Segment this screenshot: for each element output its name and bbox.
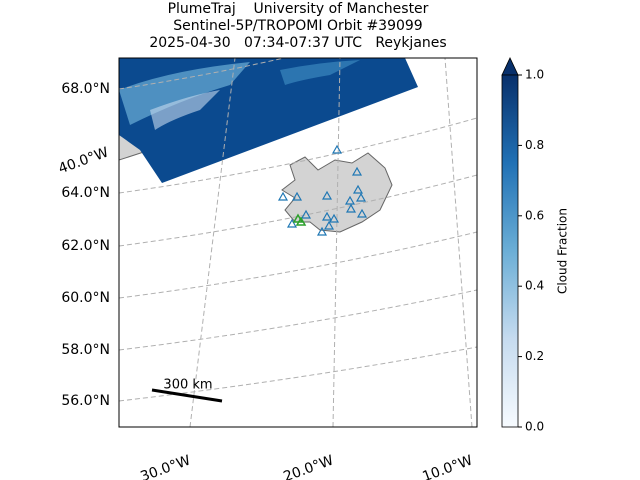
colorbar-tick-label: 0.0 [525, 420, 544, 434]
scale-label: 300 km [163, 378, 212, 393]
lat-label: 68.0°N [61, 81, 110, 97]
title-line: 2025-04-30 07:34-07:37 UTC Reykjanes [149, 35, 446, 51]
map-frame [118, 57, 478, 428]
scale-bar [151, 388, 223, 403]
swath-cloud [150, 90, 220, 130]
lat-label: 64.0°N [61, 185, 110, 201]
lon-label: 30.0°W [138, 452, 192, 480]
map: 300 km [119, 58, 477, 427]
colorbar-tick-label: 0.4 [525, 279, 544, 293]
lat-label: 60.0°N [61, 290, 110, 306]
colorbar-tick-label: 0.6 [525, 208, 544, 222]
lon-label: 40.0°W [56, 144, 110, 177]
colorbar-tick-label: 1.0 [525, 68, 544, 82]
colorbar-tick-label: 0.2 [525, 349, 544, 363]
colorbar-tick-label: 0.8 [525, 138, 544, 152]
colorbar-label: Cloud Fraction [556, 208, 570, 294]
lat-label: 56.0°N [61, 393, 110, 409]
lat-label: 58.0°N [61, 342, 110, 358]
lat-label: 62.0°N [61, 238, 110, 254]
target-volcano [292, 213, 307, 226]
lon-label: 20.0°W [281, 452, 335, 480]
title-line: Sentinel-5P/TROPOMI Orbit #39099 [173, 18, 422, 34]
volcano-markers [277, 144, 368, 236]
title-line: PlumeTraj University of Manchester [168, 1, 429, 17]
colorbar [501, 74, 519, 428]
lon-label: 10.0°W [420, 452, 474, 480]
colorbar-extend [501, 57, 519, 76]
swath-cloud [119, 62, 250, 125]
